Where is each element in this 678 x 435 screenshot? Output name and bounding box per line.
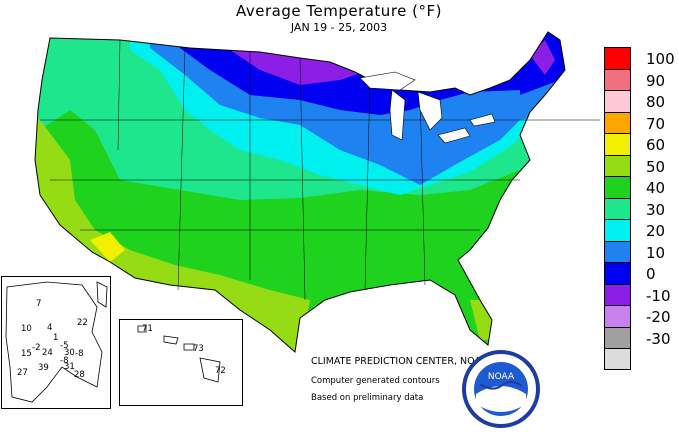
legend-item: 70 [604, 111, 676, 133]
legend-swatch [604, 47, 631, 69]
alaska-value: 1 [53, 333, 59, 343]
legend-item: 0 [604, 262, 676, 284]
legend-item: 30 [604, 197, 676, 219]
legend-swatch [604, 219, 631, 241]
alaska-value: 7 [36, 299, 42, 309]
legend-swatch [604, 305, 631, 327]
state-borders [40, 39, 600, 301]
legend-label: 80 [646, 93, 666, 111]
legend-item: -10 [604, 283, 676, 305]
legend-swatch [604, 68, 631, 90]
legend-swatch [604, 176, 631, 198]
alaska-value: 39 [38, 363, 49, 373]
map-title: Average Temperature (°F) [236, 2, 442, 20]
legend-label: 60 [646, 136, 666, 154]
legend-label: -10 [646, 286, 671, 305]
legend-swatch [604, 133, 631, 155]
alaska-value: -5 [60, 341, 69, 351]
legend-item: 60 [604, 133, 676, 155]
legend-item: -30 [604, 326, 676, 348]
legend-label: 0 [646, 265, 656, 283]
hawaii-outline [137, 325, 221, 383]
noaa-logo: NOAA [462, 350, 540, 428]
legend-label: -20 [646, 308, 671, 326]
legend-swatch [604, 283, 631, 305]
legend-swatch [604, 90, 631, 112]
alaska-value: -8 [60, 356, 69, 366]
hawaii-value: 71 [142, 324, 153, 334]
alaska-value: 30 [64, 348, 75, 358]
alaska-value: 24 [42, 348, 53, 358]
legend-item [604, 348, 676, 370]
us-outline [34, 31, 566, 353]
hawaii-value: 73 [193, 344, 204, 354]
alaska-value: 15 [21, 349, 32, 359]
legend-item: 100 [604, 47, 676, 69]
alaska-value: 28 [74, 370, 85, 380]
legend-item: 80 [604, 90, 676, 112]
legend-label: 40 [646, 179, 666, 197]
credit-data: Based on preliminary data [311, 393, 424, 403]
alaska-value: -2 [32, 343, 41, 353]
alaska-value: 31 [64, 362, 75, 372]
legend-item: -20 [604, 305, 676, 327]
hawaii-value: 72 [215, 366, 226, 376]
legend-label: 20 [646, 222, 666, 240]
legend-item: 10 [604, 240, 676, 262]
legend-swatch [604, 348, 631, 370]
noaa-logo-text: NOAA [488, 372, 515, 382]
alaska-value: 10 [21, 324, 32, 334]
alaska-value: 27 [17, 368, 28, 378]
legend-label: 50 [646, 157, 666, 176]
legend: 100 90 80 70 60 50 40 30 20 10 0 -10 -20… [604, 47, 676, 370]
alaska-outline [5, 281, 108, 403]
alaska-value: 22 [77, 318, 88, 328]
legend-swatch [604, 111, 631, 133]
legend-label: 30 [646, 200, 666, 219]
legend-item: 40 [604, 176, 676, 198]
legend-label: 90 [646, 71, 666, 90]
legend-swatch [604, 326, 631, 348]
credit-agency: CLIMATE PREDICTION CENTER, NOAA [311, 356, 488, 367]
alaska-value: 4 [47, 323, 53, 333]
credit-contours: Computer generated contours [311, 376, 440, 386]
legend-label: 70 [646, 114, 666, 133]
legend-swatch [604, 262, 631, 284]
legend-item: 20 [604, 219, 676, 241]
legend-item: 50 [604, 154, 676, 176]
legend-item: 90 [604, 68, 676, 90]
legend-label: 10 [646, 243, 666, 262]
alaska-value: -8 [75, 349, 84, 359]
great-lakes [359, 71, 496, 144]
alaska-inset: 7 22 10 4 1 -5 -2 -8 15 24 30 -8 27 39 3… [1, 276, 111, 409]
legend-label: 100 [646, 50, 675, 68]
legend-swatch [604, 197, 631, 219]
legend-swatch [604, 240, 631, 262]
map-subtitle: JAN 19 - 25, 2003 [290, 21, 388, 34]
legend-swatch [604, 154, 631, 176]
hawaii-inset: 71 73 72 [119, 319, 243, 406]
legend-label: -30 [646, 329, 671, 348]
